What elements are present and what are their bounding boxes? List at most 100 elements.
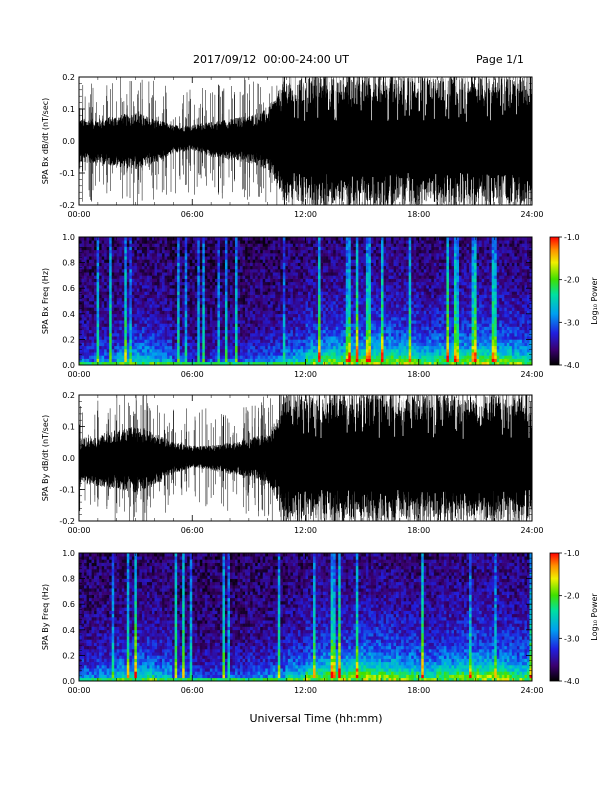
spectrogram-cell — [182, 246, 185, 251]
spectrogram-cell — [325, 237, 329, 241]
spectrogram-cell — [114, 342, 118, 347]
spectrogram-cell — [224, 249, 228, 254]
spectrogram-cell — [292, 265, 296, 270]
spectrogram-cell — [219, 304, 223, 308]
spectrogram-cell — [365, 339, 369, 343]
spectrogram-cell — [287, 297, 291, 302]
spectrogram-cell — [144, 246, 148, 251]
spectrogram-cell — [222, 317, 226, 321]
spectrogram-cell — [282, 307, 286, 311]
spectrogram-cell — [202, 310, 206, 315]
spectrogram-cell — [345, 297, 349, 302]
spectrogram-cell — [227, 297, 231, 302]
spectrogram-cell — [343, 294, 347, 299]
y-tick-label: 0.0 — [62, 137, 75, 146]
spectrogram-cell — [257, 355, 261, 359]
spectrogram-cell — [172, 259, 175, 263]
spectrogram-cell — [282, 262, 286, 267]
spectrogram-cell — [116, 243, 120, 247]
spectrogram-cell — [242, 237, 246, 241]
spectrogram-cell — [94, 333, 97, 337]
spectrogram-cell — [240, 342, 243, 347]
spectrogram-cell — [146, 352, 150, 356]
spectrogram-cell — [159, 349, 163, 353]
spectrogram-cell — [134, 240, 138, 244]
spectrogram-cell — [375, 342, 379, 347]
spectrogram-cell — [189, 345, 193, 350]
spectrogram-cell — [270, 358, 274, 363]
spectrogram-cell — [295, 288, 299, 292]
spectrogram-cell — [187, 317, 191, 321]
spectrogram-cell — [368, 345, 372, 350]
spectrogram-cell — [106, 249, 110, 254]
spectrogram-cell — [224, 349, 228, 353]
spectrogram-cell — [373, 249, 377, 254]
spectrogram-cell — [270, 352, 274, 356]
spectrogram-cell — [355, 237, 359, 241]
spectrogram-cell — [207, 355, 211, 359]
spectrogram-cell — [305, 249, 309, 254]
spectrogram-cell — [272, 285, 276, 289]
spectrogram-cell — [219, 323, 223, 327]
spectrogram-cell — [129, 240, 133, 244]
spectrogram-cell — [313, 249, 316, 254]
spectrogram-cell — [313, 345, 316, 350]
spectrogram-cell — [84, 358, 87, 363]
spectrogram-cell — [320, 249, 324, 254]
spectrogram-cell — [84, 317, 87, 321]
spectrogram-cell — [197, 326, 201, 331]
spectrogram-cell — [91, 304, 95, 308]
spectrogram-cell — [247, 297, 251, 302]
spectrogram-cell — [227, 262, 231, 267]
spectrogram-cell — [192, 246, 196, 251]
spectrogram-cell — [136, 291, 140, 295]
spectrogram-cell — [343, 361, 347, 366]
spectrogram-cell — [235, 342, 238, 347]
spectrogram-cell — [194, 320, 198, 324]
spectrogram-cell — [333, 342, 336, 347]
spectrogram-cell — [129, 265, 133, 270]
spectrogram-cell — [265, 237, 269, 241]
spectrogram-cell — [91, 262, 95, 267]
spectrogram-cell — [89, 259, 92, 263]
spectrogram-cell — [302, 320, 306, 324]
spectrogram-cell — [257, 307, 261, 311]
spectrogram-cell — [373, 323, 377, 327]
spectrogram-cell — [157, 259, 160, 263]
spectrogram-cell — [305, 310, 309, 315]
spectrogram-cell — [313, 281, 316, 286]
spectrogram-cell — [119, 272, 123, 276]
spectrogram-cell — [338, 240, 342, 244]
spectrogram-cell — [141, 333, 145, 337]
spectrogram-cell — [313, 294, 316, 299]
spectrogram-cell — [141, 265, 145, 270]
spectrogram-cell — [139, 269, 143, 273]
spectrogram-cell — [255, 294, 258, 299]
spectrogram-cell — [222, 358, 226, 363]
spectrogram-cell — [323, 288, 326, 292]
spectrogram-cell — [84, 313, 87, 318]
spectrogram-cell — [287, 301, 291, 305]
spectrogram-cell — [285, 246, 289, 251]
spectrogram-cell — [227, 345, 231, 350]
spectrogram-cell — [212, 336, 216, 340]
spectrogram-cell — [375, 288, 379, 292]
spectrogram-cell — [151, 342, 155, 347]
spectrogram-cell — [159, 281, 163, 286]
spectrogram-cell — [144, 256, 148, 260]
spectrogram-cell — [290, 352, 294, 356]
spectrogram-cell — [204, 275, 208, 279]
spectrogram-cell — [343, 285, 347, 289]
spectrogram-cell — [343, 339, 347, 343]
spectrogram-cell — [295, 326, 299, 331]
spectrogram-cell — [187, 237, 191, 241]
spectrogram-cell — [292, 352, 296, 356]
spectrogram-cell — [94, 329, 97, 334]
spectrogram-cell — [350, 269, 354, 273]
spectrogram-cell — [358, 262, 362, 267]
spectrogram-cell — [79, 246, 82, 251]
spectrogram-cell — [177, 310, 180, 315]
spectrogram-cell — [157, 358, 160, 363]
spectrogram-cell — [247, 265, 251, 270]
spectrogram-cell — [250, 361, 253, 366]
